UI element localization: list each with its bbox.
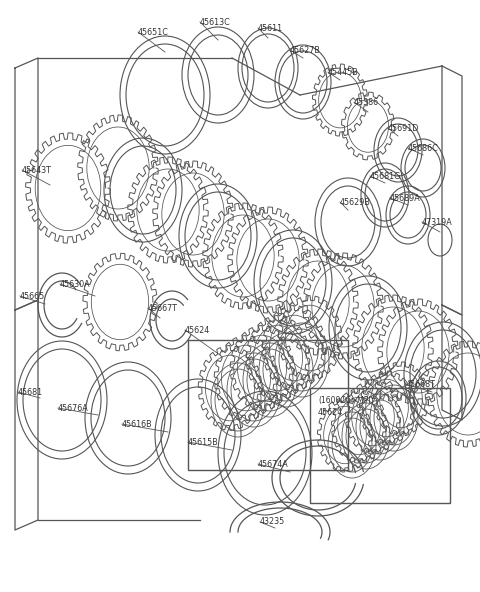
Text: 45668T: 45668T	[406, 379, 436, 388]
Text: 45691D: 45691D	[388, 124, 420, 133]
Text: 45613C: 45613C	[200, 18, 231, 27]
Text: 45615B: 45615B	[188, 437, 219, 446]
Text: 45681G: 45681G	[370, 172, 401, 181]
Text: 45630A: 45630A	[60, 279, 91, 288]
Text: 45611: 45611	[258, 24, 283, 33]
Text: 45386: 45386	[354, 98, 379, 107]
Text: 45665: 45665	[20, 291, 45, 301]
Text: 45445B: 45445B	[328, 67, 359, 76]
Text: 45624: 45624	[185, 326, 210, 334]
Text: (1600CC>MPI): (1600CC>MPI)	[318, 396, 373, 405]
Bar	[310, 388, 450, 503]
Bar	[188, 340, 348, 470]
Text: 45667T: 45667T	[148, 304, 178, 313]
Text: 45651C: 45651C	[138, 27, 169, 37]
Text: 45643T: 45643T	[22, 166, 52, 175]
Text: 43235: 43235	[260, 517, 285, 526]
Text: 45627B: 45627B	[290, 46, 321, 54]
Text: 47319A: 47319A	[422, 217, 453, 227]
Text: 45616B: 45616B	[122, 420, 153, 429]
Text: 45674A: 45674A	[258, 459, 289, 468]
Text: 45686C: 45686C	[408, 143, 439, 153]
Text: 45689A: 45689A	[390, 194, 421, 202]
Text: 45681: 45681	[18, 388, 43, 397]
Text: 45676A: 45676A	[58, 404, 89, 413]
Text: 45629B: 45629B	[340, 198, 371, 207]
Text: 45624: 45624	[318, 408, 343, 417]
